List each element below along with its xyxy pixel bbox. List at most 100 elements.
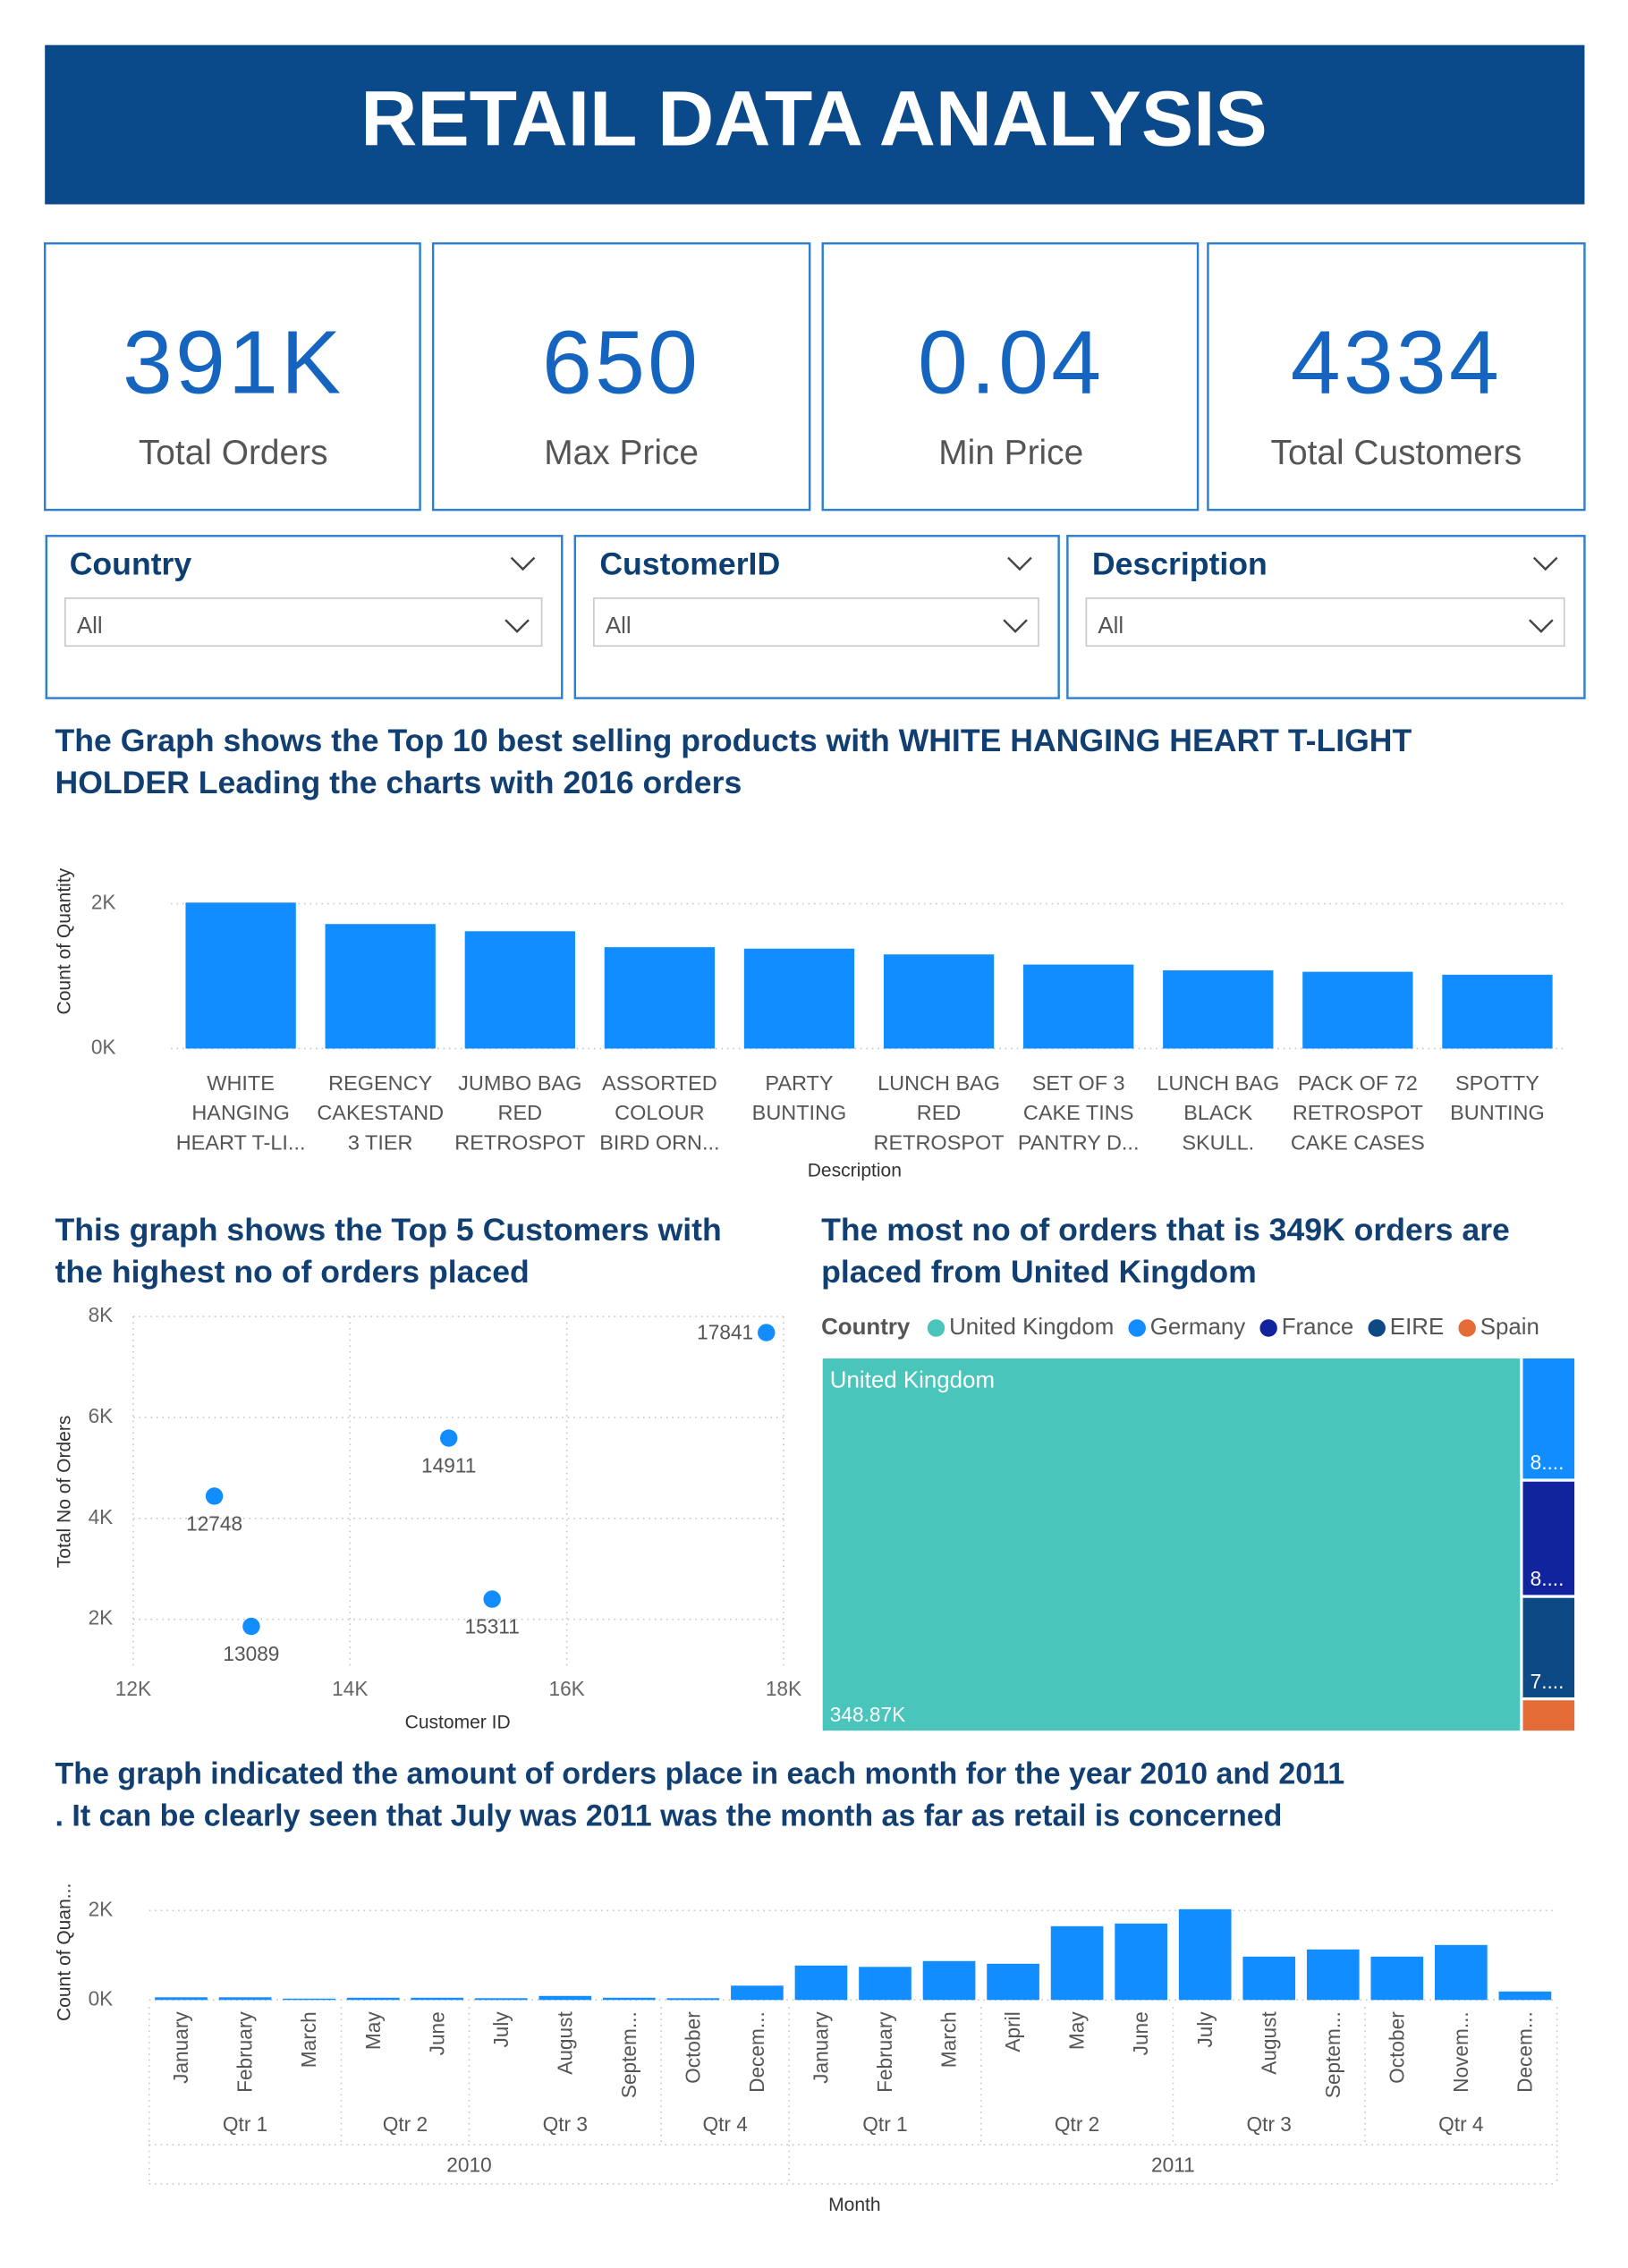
point-label: 14911 [421,1453,476,1477]
x-tick-label: August [1257,2011,1280,2075]
y-tick-label: 0K [91,1035,116,1058]
legend-label: EIRE [1390,1315,1444,1340]
bar [325,924,436,1049]
bar [218,1997,272,2001]
x-tick-label: June [1129,2011,1152,2055]
y-tick-label: 0K [89,1986,114,2010]
point-label: 13089 [223,1642,279,1665]
chart-title: The most no of orders that is 349K order… [821,1213,1510,1291]
bar [1178,1908,1232,2001]
y-tick-label: 4K [89,1505,114,1528]
bar [743,948,855,1049]
dropdown-icon[interactable] [1529,619,1554,633]
kpi-card [43,241,421,512]
legend-label: Spain [1480,1315,1539,1340]
legend-label: Germany [1150,1315,1246,1340]
y-tick-label: 2K [89,1897,114,1920]
tile-value-label: 348.87K [830,1703,905,1726]
kpi-value: 391K [123,313,343,413]
tile-value-label: 7.... [1530,1670,1564,1693]
bar [1498,1991,1552,2001]
page-title: RETAIL DATA ANALYSIS [360,74,1268,162]
kpi-value: 0.04 [918,313,1104,413]
point-label: 15311 [465,1614,520,1638]
x-tick-label: February [233,2011,257,2093]
point [483,1590,501,1608]
tile-label: United Kingdom [830,1368,995,1393]
kpi-label: Total Customers [1271,434,1522,472]
x-tick-label: February [873,2011,896,2093]
bar [411,1997,464,2001]
tile [1520,1478,1578,1598]
kpi-card [431,241,811,512]
filter-dropdown[interactable] [64,597,543,647]
x-tick-label: January [169,2011,192,2084]
filter-value: All [606,614,632,639]
bar [1370,1956,1424,2001]
x-tick-label: January [810,2011,833,2084]
x-tick-label: Decem... [745,2011,768,2093]
point [242,1617,260,1636]
collapse-icon[interactable] [1532,556,1558,571]
quarter-label: Qtr 2 [1055,2112,1099,2136]
filter-dropdown[interactable] [593,597,1039,647]
y-axis-title: Total No of Orders [54,1416,74,1569]
x-axis-title: Month [828,2195,880,2215]
tile [819,1355,1523,1734]
x-tick-label: REGENCY CAKESTAND 3 TIER [317,1071,444,1154]
collapse-icon[interactable] [1007,556,1032,571]
x-tick-label: July [489,2011,513,2048]
x-tick-label: 16K [548,1677,584,1700]
legend-marker [1368,1319,1386,1337]
bar [1306,1949,1360,2001]
filter-dropdown[interactable] [1085,597,1565,647]
header-banner [45,45,1585,205]
bar [1115,1923,1167,2001]
kpi-label: Min Price [938,434,1083,472]
quarter-label: Qtr 3 [1247,2112,1292,2136]
kpi-card [1207,241,1586,512]
legend-marker [1259,1319,1277,1337]
x-tick-label: ASSORTED COLOUR BIRD ORN... [599,1071,719,1154]
bar [464,931,575,1049]
legend-marker [927,1319,945,1337]
tile-value-label: 8.... [1530,1567,1564,1590]
bar [283,1998,335,2001]
kpi-label: Total Orders [139,434,328,472]
tile [1520,1697,1578,1734]
dropdown-icon[interactable] [1003,619,1028,633]
bar [185,902,296,1049]
x-axis-title: Customer ID [405,1713,511,1733]
point [758,1324,776,1341]
bar [987,1963,1039,2001]
filter-label: Description [1092,546,1268,582]
bar [155,1997,208,2001]
bar [1023,964,1134,1049]
quarter-label: Qtr 3 [543,2112,588,2136]
chart-title: This graph shows the Top 5 Customers wit… [55,1213,722,1291]
filter-value: All [1098,614,1123,639]
dropdown-icon[interactable] [505,619,530,633]
bar [666,1998,720,2001]
filter-value: All [77,614,103,639]
quarter-label: Qtr 1 [862,2112,907,2136]
x-tick-label: Decem... [1513,2011,1536,2093]
bar [1242,1956,1296,2001]
bar [922,1960,976,2001]
quarter-label: Qtr 4 [1438,2112,1483,2136]
collapse-icon[interactable] [510,556,536,571]
y-tick-label: 6K [89,1404,114,1427]
legend-title: Country [821,1315,911,1340]
x-tick-label: April [1001,2011,1024,2052]
point-label: 12748 [186,1511,242,1535]
y-tick-label: 2K [91,891,116,914]
x-tick-label: May [1065,2011,1089,2050]
point [439,1429,458,1447]
bar [1050,1925,1104,2001]
x-tick-label: July [1193,2011,1217,2048]
x-tick-label: JUMBO BAG RED RETROSPOT [454,1071,585,1154]
x-tick-label: LUNCH BAG BLACK SKULL. [1157,1071,1279,1154]
y-axis-title: Count of Quan... [54,1883,74,2021]
kpi-card [821,241,1200,512]
tile-value-label: 8.... [1530,1451,1564,1474]
